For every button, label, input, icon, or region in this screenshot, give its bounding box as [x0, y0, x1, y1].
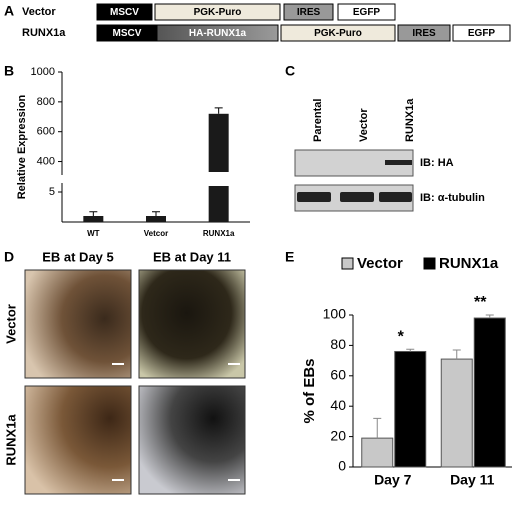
construct-segment	[154, 3, 281, 21]
error-bar	[214, 107, 223, 114]
y-tick-label: 60	[330, 367, 346, 383]
legend-swatch	[423, 257, 436, 270]
x-tick-label: WT	[87, 229, 100, 238]
error-bar	[89, 211, 98, 216]
image-column-label: EB at Day 5	[42, 249, 114, 264]
blot-band	[379, 192, 412, 202]
y-tick-label: 800	[37, 96, 55, 108]
legend-label: Vector	[357, 255, 403, 272]
lane-label: Parental	[312, 99, 324, 142]
error-bar	[452, 349, 461, 360]
image-row-label: Vector	[3, 304, 18, 344]
construct-label: Vector	[22, 6, 56, 18]
error-bar	[485, 314, 494, 319]
blot-band	[340, 192, 374, 202]
construct-segment	[397, 24, 451, 42]
construct-segment	[96, 3, 153, 21]
significance-label: **	[474, 294, 487, 311]
y-tick-label: 80	[330, 336, 346, 352]
panel-label: C	[285, 63, 295, 79]
x-tick-label: RUNX1a	[203, 229, 235, 238]
panel-label: D	[4, 249, 14, 265]
y-tick-label: 100	[323, 306, 347, 322]
bar	[394, 350, 427, 468]
lane-label: Vector	[358, 108, 370, 142]
image-column-label: EB at Day 11	[153, 249, 231, 264]
segment-label: PGK-Puro	[314, 28, 362, 39]
panel-label: A	[4, 3, 14, 19]
construct-segment	[283, 3, 334, 21]
blot-label: IB: HA	[420, 157, 454, 169]
error-bar	[406, 348, 415, 352]
panel-label: B	[4, 63, 14, 79]
bar	[146, 216, 166, 222]
construct-segment	[452, 24, 511, 42]
x-tick-label: Day 11	[450, 472, 495, 488]
image-row-label: RUNX1a	[3, 414, 18, 466]
segment-label: EGFP	[468, 28, 496, 39]
construct-label: RUNX1a	[22, 27, 66, 39]
significance-label: *	[398, 328, 405, 345]
y-axis-label: Relative Expression	[16, 94, 28, 199]
micrograph	[138, 385, 246, 495]
segment-label: HA-RUNX1a	[189, 28, 247, 39]
lane-label: RUNX1a	[404, 98, 416, 142]
segment-label: IRES	[297, 7, 321, 18]
micrograph	[138, 269, 246, 379]
bar	[83, 216, 104, 222]
y-tick-label: 0	[338, 458, 346, 474]
bar	[361, 437, 394, 468]
x-tick-label: Vetcor	[144, 229, 168, 238]
y-tick-label: 20	[330, 427, 346, 443]
legend-label: RUNX1a	[439, 255, 499, 272]
y-tick-label: 400	[37, 155, 55, 167]
segment-label: IRES	[412, 28, 436, 39]
y-tick-label: 600	[37, 126, 55, 138]
error-bar	[152, 211, 160, 216]
bar	[440, 358, 473, 468]
construct-segment	[156, 24, 279, 42]
y-tick-label: 1000	[31, 66, 55, 78]
segment-label: MSCV	[110, 7, 139, 18]
blot-band	[297, 192, 331, 202]
construct-segment	[280, 24, 396, 42]
y-axis-label: % of EBs	[301, 358, 318, 423]
bar	[473, 317, 506, 468]
segment-label: EGFP	[353, 7, 381, 18]
legend-swatch	[341, 257, 354, 270]
x-tick-label: Day 7	[374, 472, 412, 488]
blot-label: IB: α-tubulin	[420, 192, 485, 204]
segment-label: PGK-Puro	[194, 7, 242, 18]
micrograph	[24, 269, 132, 379]
construct-segment	[337, 3, 396, 21]
blot-band	[385, 160, 412, 165]
y-tick-label: 5	[49, 186, 55, 198]
segment-label: MSCV	[113, 28, 142, 39]
y-tick-label: 40	[330, 397, 346, 413]
error-bar	[373, 417, 382, 439]
bar	[208, 186, 229, 222]
micrograph	[24, 385, 132, 495]
bar	[208, 113, 229, 172]
panel-label: E	[285, 249, 294, 265]
